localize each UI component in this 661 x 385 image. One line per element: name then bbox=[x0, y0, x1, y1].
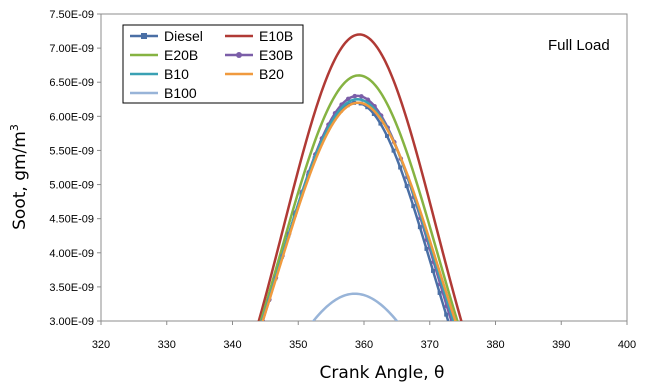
legend-label-b100: B100 bbox=[164, 85, 197, 101]
y-axis-title-superscript: 3 bbox=[8, 124, 21, 131]
series-marker-diesel bbox=[411, 204, 416, 209]
series-marker-e30b bbox=[352, 93, 358, 99]
x-tick-label: 330 bbox=[158, 339, 176, 351]
series-marker-diesel bbox=[444, 312, 449, 317]
series-marker-diesel bbox=[437, 290, 442, 295]
x-tick-label: 350 bbox=[289, 339, 307, 351]
series-marker-diesel bbox=[391, 148, 396, 153]
series-line-b20 bbox=[261, 101, 457, 321]
y-tick-label: 3.00E-09 bbox=[49, 316, 94, 328]
series-marker-diesel bbox=[365, 105, 370, 110]
series-marker-diesel bbox=[404, 184, 409, 189]
x-tick-label: 390 bbox=[552, 339, 570, 351]
y-tick-label: 6.50E-09 bbox=[49, 77, 94, 89]
legend-marker-e30b bbox=[236, 52, 242, 58]
series-marker-diesel bbox=[431, 268, 436, 273]
y-tick-label: 6.00E-09 bbox=[49, 111, 94, 123]
legend-label-b10: B10 bbox=[164, 66, 189, 82]
legend-box bbox=[122, 24, 304, 104]
series-marker-diesel bbox=[424, 246, 429, 251]
series-line-e20b bbox=[259, 74, 459, 321]
series-line-b100 bbox=[311, 292, 399, 321]
y-tick-label: 4.50E-09 bbox=[49, 214, 94, 226]
series-marker-diesel bbox=[385, 133, 390, 138]
x-tick-label: 380 bbox=[486, 339, 504, 351]
legend-label-b20: B20 bbox=[259, 66, 284, 82]
series-line-e10b bbox=[257, 33, 463, 321]
series-marker-e30b bbox=[345, 96, 351, 102]
y-tick-label: 7.00E-09 bbox=[49, 43, 94, 55]
annotation-full-load: Full Load bbox=[548, 37, 610, 54]
legend-label-diesel: Diesel bbox=[164, 28, 203, 44]
series-marker-diesel bbox=[378, 121, 383, 126]
x-tick-label: 360 bbox=[355, 339, 373, 351]
series-marker-diesel bbox=[371, 111, 376, 116]
series-marker-diesel bbox=[417, 225, 422, 230]
y-tick-label: 5.50E-09 bbox=[49, 145, 94, 157]
y-axis-title-main: Soot, gm/m bbox=[10, 131, 30, 230]
legend-label-e20b: E20B bbox=[164, 47, 198, 63]
legend-label-e30b: E30B bbox=[259, 47, 293, 63]
y-tick-label: 5.00E-09 bbox=[49, 180, 94, 192]
y-tick-label: 4.00E-09 bbox=[49, 248, 94, 260]
y-tick-label: 3.50E-09 bbox=[49, 282, 94, 294]
series-marker-diesel bbox=[398, 165, 403, 170]
y-tick-label: 7.50E-09 bbox=[49, 9, 94, 21]
x-tick-label: 370 bbox=[421, 339, 439, 351]
x-tick-label: 320 bbox=[92, 339, 110, 351]
legend-marker-diesel bbox=[141, 33, 147, 39]
x-tick-label: 400 bbox=[618, 339, 636, 351]
x-tick-label: 340 bbox=[223, 339, 241, 351]
series-marker-diesel bbox=[338, 108, 343, 113]
y-axis-title: Soot, gm/m3 bbox=[8, 124, 30, 230]
legend-label-e10b: E10B bbox=[259, 28, 293, 44]
series-marker-e30b bbox=[359, 94, 364, 99]
x-axis-title: Crank Angle, θ bbox=[320, 363, 445, 383]
